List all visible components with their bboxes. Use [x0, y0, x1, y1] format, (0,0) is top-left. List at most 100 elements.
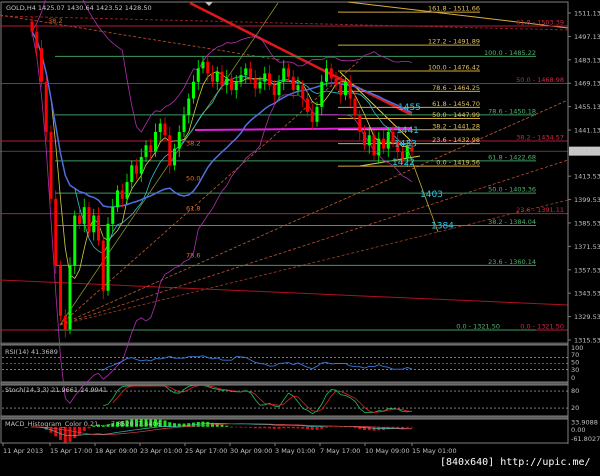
chart-header-text: GOLD,H4 1425.07 1430.64 1423.52 1428.50	[6, 4, 152, 12]
macd-histogram-bar	[168, 422, 172, 427]
candle-body	[301, 85, 305, 99]
date-tick-label: 3 May 01:00	[275, 447, 315, 455]
candle-body	[101, 240, 105, 291]
fib-green-label: 0.0 - 1321.50	[456, 323, 500, 331]
target-price-label: 1403	[420, 190, 443, 200]
macd-histogram-bar	[396, 426, 400, 429]
fib-yellow-label: 38.2 - 1441.28	[432, 122, 480, 130]
candle-body	[206, 61, 210, 74]
candle-body	[377, 138, 381, 156]
rsi-line	[98, 355, 413, 371]
macd-histogram-bar	[135, 419, 138, 427]
candle-body	[258, 81, 262, 89]
candle-body	[334, 78, 338, 86]
price-tick-label: 1399.53	[574, 196, 600, 204]
macd-histogram-bar	[268, 426, 271, 429]
candle-body	[87, 207, 91, 233]
macd-histogram-bar	[339, 426, 343, 428]
stoch-k-line	[103, 385, 413, 415]
macd-histogram-bar	[101, 425, 105, 427]
macd-histogram-bar	[306, 426, 309, 430]
date-tick-label: 15 May 01:00	[412, 447, 457, 455]
date-tick-label: 23 Apr 01:00	[140, 447, 182, 455]
fib-yellow-label: 50.0 - 1447.99	[432, 111, 480, 119]
macd-histogram-bar	[239, 426, 243, 428]
fib-red-label: 50.0 - 1468.98	[516, 76, 564, 84]
stoch-tick-label: 80	[571, 387, 579, 395]
main-panel-frame	[0, 1, 569, 344]
macd-histogram-bar	[253, 426, 257, 429]
fib-green-label: 100.0 - 1485.22	[484, 49, 536, 57]
target-price-label: 1455	[398, 103, 421, 113]
macd-histogram-bar	[234, 426, 238, 428]
date-tick-label: 25 Apr 17:00	[185, 447, 227, 455]
candle-body	[310, 111, 314, 122]
candle-body	[92, 215, 96, 233]
candle-body	[211, 73, 214, 82]
current-price-label: 1428.50	[572, 148, 599, 156]
fib-red-label: 38.2 - 1434.57	[516, 133, 564, 141]
candle-body	[282, 68, 286, 82]
candle-body	[277, 81, 281, 96]
macd-histogram-bar	[154, 419, 157, 427]
macd-histogram-bar	[182, 423, 186, 427]
candle-body	[234, 81, 238, 91]
macd-histogram-bar	[249, 426, 252, 428]
macd-histogram-bar	[405, 426, 409, 428]
macd-histogram-bar	[173, 423, 176, 427]
candle-body	[263, 73, 267, 82]
candle-body	[196, 68, 200, 82]
candle-body	[230, 78, 233, 91]
target-price-label: 1422	[392, 158, 415, 168]
date-tick-label: 15 Apr 17:00	[50, 447, 92, 455]
fan-line	[59, 159, 569, 326]
candles	[30, 16, 414, 338]
fib-yellow-label: 127.2 - 1491.89	[428, 38, 480, 46]
candle-body	[396, 141, 400, 152]
macd-histogram-bar	[201, 421, 205, 427]
candle-body	[325, 68, 328, 82]
macd-histogram-bar	[325, 426, 328, 428]
rsi-tick-label: 100	[571, 344, 583, 352]
target-price-label: 1384	[431, 222, 454, 232]
fan-line	[59, 99, 569, 326]
fib-yellow-label: 23.6 - 1432.98	[432, 136, 480, 144]
macd-histogram-bar	[125, 420, 129, 427]
price-tick-label: 1455.13	[574, 103, 600, 111]
macd-histogram-bar	[329, 426, 333, 428]
macd-label: MACD_Histogram_Color 0.21 ... -7.8520 -7…	[5, 420, 161, 428]
fib-green-label: 23.6 - 1360.14	[488, 258, 536, 266]
macd-histogram-bar	[82, 426, 86, 431]
candle-body	[410, 146, 414, 152]
fib-yellow-label: 161.8 - 1511.66	[428, 5, 480, 13]
macd-histogram-bar	[215, 423, 219, 427]
rsi-tick-label: 70	[571, 351, 579, 359]
rsi-tick-label: 30	[571, 366, 579, 374]
candle-body	[116, 190, 119, 208]
projection-line	[407, 149, 439, 233]
macd-histogram-bar	[282, 426, 286, 429]
price-tick-label: 1385.53	[574, 219, 600, 227]
macd-histogram-bar	[296, 426, 300, 429]
candle-body	[291, 76, 295, 91]
candle-body	[348, 81, 352, 99]
date-tick-label: 11 Apr 2013	[3, 447, 43, 455]
price-tick-label: 1357.53	[574, 266, 600, 274]
candle-body	[149, 145, 153, 152]
candle-body	[344, 81, 347, 96]
fan-line	[0, 14, 281, 61]
fib-green-label: 38.2 - 1384.04	[488, 218, 536, 226]
candle-body	[363, 131, 366, 146]
macd-histogram-bar	[334, 426, 338, 428]
fib-green-label: 78.6 - 1450.18	[488, 107, 536, 115]
macd-histogram-bar	[116, 421, 119, 427]
candle-body	[154, 131, 157, 152]
macd-tick-label: -61.8027	[571, 435, 600, 443]
fan-line	[59, 59, 361, 326]
target-price-label: 1441	[396, 126, 419, 136]
horizontal-level-line	[194, 127, 413, 131]
macd-histogram-bar	[358, 426, 362, 429]
candle-body	[287, 68, 290, 77]
macd-histogram-bar	[367, 426, 371, 431]
